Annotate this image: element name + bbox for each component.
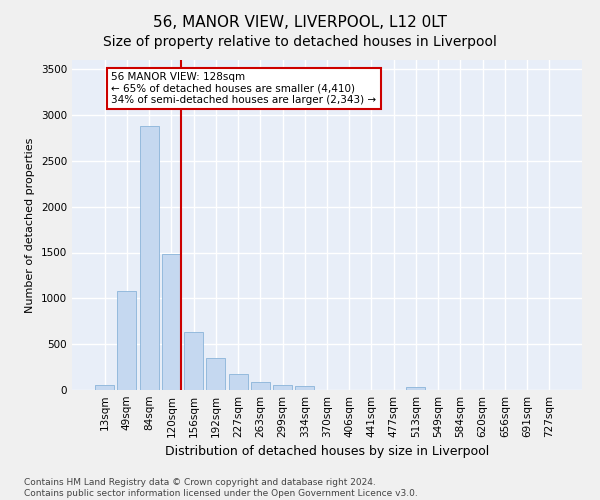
Bar — [295, 386, 314, 390]
Text: 56, MANOR VIEW, LIVERPOOL, L12 0LT: 56, MANOR VIEW, LIVERPOOL, L12 0LT — [153, 15, 447, 30]
Y-axis label: Number of detached properties: Number of detached properties — [25, 138, 35, 312]
Bar — [273, 385, 292, 390]
Bar — [162, 254, 181, 390]
Text: Contains HM Land Registry data © Crown copyright and database right 2024.
Contai: Contains HM Land Registry data © Crown c… — [24, 478, 418, 498]
Bar — [206, 358, 225, 390]
Bar — [118, 291, 136, 390]
Bar — [184, 332, 203, 390]
Bar — [229, 374, 248, 390]
Text: Size of property relative to detached houses in Liverpool: Size of property relative to detached ho… — [103, 35, 497, 49]
Bar — [251, 382, 270, 390]
Bar — [95, 386, 114, 390]
Text: 56 MANOR VIEW: 128sqm
← 65% of detached houses are smaller (4,410)
34% of semi-d: 56 MANOR VIEW: 128sqm ← 65% of detached … — [112, 72, 376, 105]
Bar — [140, 126, 158, 390]
X-axis label: Distribution of detached houses by size in Liverpool: Distribution of detached houses by size … — [165, 446, 489, 458]
Bar — [406, 387, 425, 390]
